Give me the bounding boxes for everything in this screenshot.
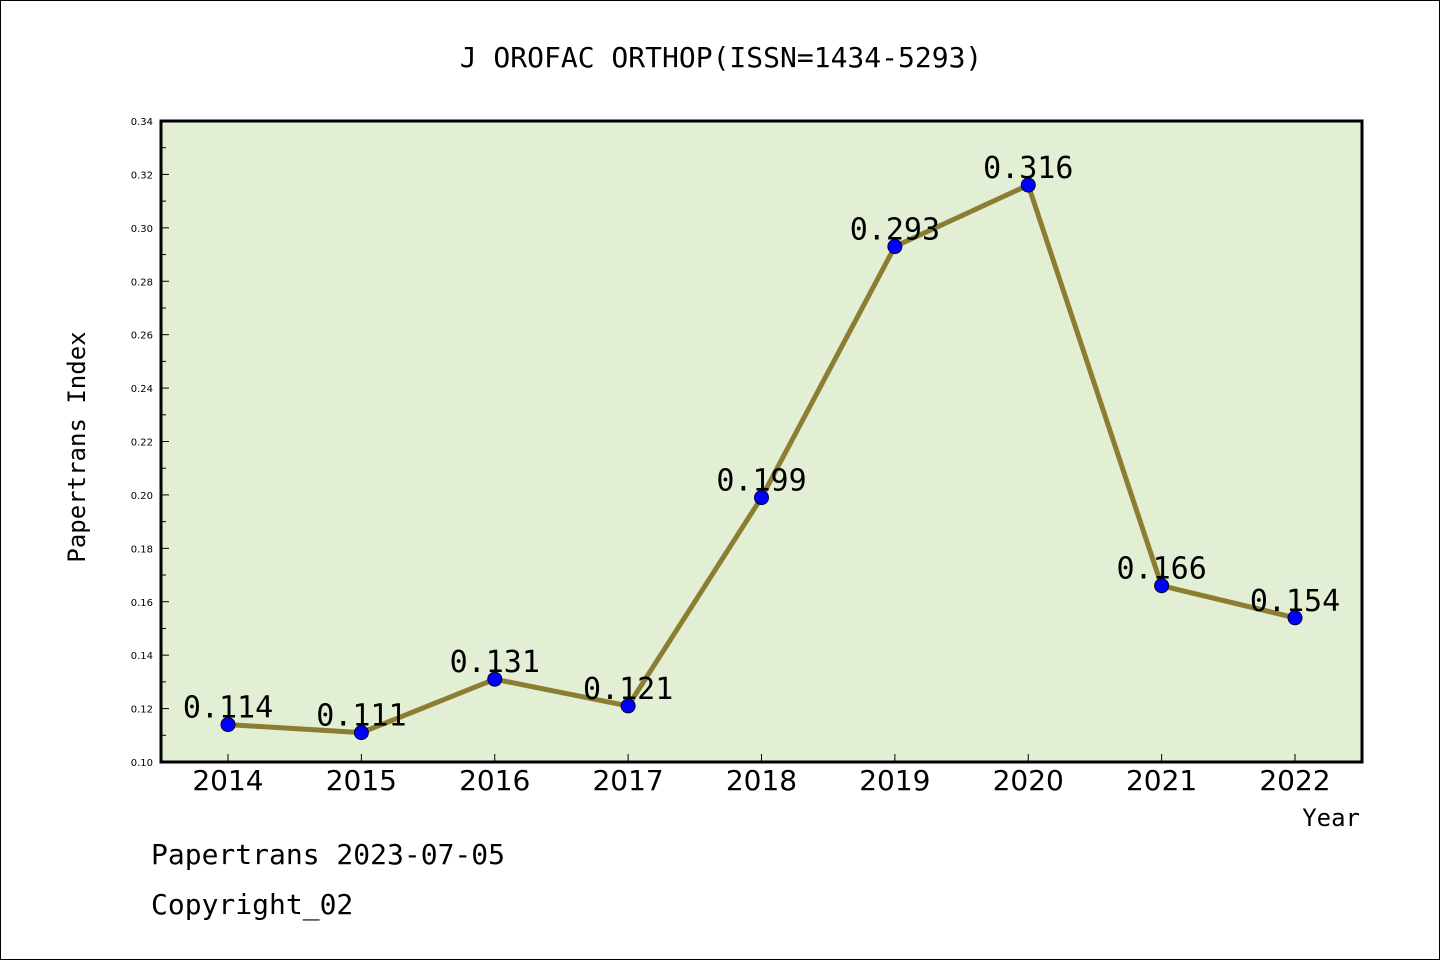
- x-tick-label: 2015: [326, 764, 397, 797]
- data-label: 0.166: [1116, 552, 1206, 587]
- data-point: [353, 725, 369, 741]
- y-tick-label: 0.26: [131, 331, 153, 342]
- y-tick-label: 0.32: [131, 170, 153, 181]
- x-tick-label: 2016: [459, 764, 530, 797]
- x-axis-title: Year: [1302, 804, 1360, 832]
- y-tick-label: 0.12: [131, 705, 153, 716]
- data-point: [1154, 578, 1170, 594]
- data-label: 0.293: [850, 213, 940, 248]
- x-tick-label: 2019: [859, 764, 930, 797]
- data-label: 0.154: [1250, 584, 1340, 619]
- data-point: [620, 698, 636, 714]
- y-tick-label: 0.28: [131, 277, 153, 288]
- data-point: [487, 671, 503, 687]
- y-tick-label: 0.16: [131, 598, 153, 609]
- y-tick-label: 0.14: [131, 651, 153, 662]
- x-tick-label: 2021: [1126, 764, 1197, 797]
- data-label: 0.316: [983, 151, 1073, 186]
- y-tick-label: 0.22: [131, 438, 153, 449]
- footer-date: Papertrans 2023-07-05: [151, 838, 505, 871]
- x-tick-label: 2018: [726, 764, 797, 797]
- x-tick-label: 2022: [1259, 764, 1330, 797]
- x-tick-label: 2014: [192, 764, 263, 797]
- series-group: [220, 177, 1303, 741]
- x-axis: 2014 2015 2016 2017 2018 2019 2020 2021 2022: [192, 754, 1331, 797]
- data-label: 0.121: [583, 672, 673, 707]
- y-tick-label: 0.18: [131, 544, 153, 555]
- data-label: 0.199: [716, 464, 806, 499]
- y-tick-label: 0.20: [131, 491, 153, 502]
- y-axis: 0.10 0.12 0.14 0.16 0.18 0.20 0.22 0.24 0.26 0.28…: [131, 117, 169, 769]
- data-point: [1020, 177, 1036, 193]
- data-point: [220, 717, 236, 733]
- data-label: 0.131: [450, 645, 540, 680]
- y-tick-label: 0.10: [131, 758, 153, 769]
- y-tick-label: 0.24: [131, 384, 153, 395]
- data-labels: 0.114 0.111 0.131 0.121 0.199 0.293 0.316 0.166…: [183, 151, 1340, 734]
- x-tick-label: 2017: [592, 764, 663, 797]
- plot-area: [159, 119, 1364, 764]
- y-axis-title: Papertrans Index: [63, 331, 91, 562]
- data-label: 0.114: [183, 691, 273, 726]
- footer-copyright: Copyright_02: [151, 888, 353, 922]
- y-tick-label: 0.34: [131, 117, 153, 128]
- data-label: 0.111: [316, 699, 406, 734]
- data-point: [887, 239, 903, 255]
- y-tick-label: 0.30: [131, 224, 153, 235]
- chart-title: J OROFAC ORTHOP(ISSN=1434-5293): [460, 41, 983, 74]
- data-point: [754, 490, 769, 506]
- data-point: [1287, 610, 1303, 626]
- x-tick-label: 2020: [993, 764, 1064, 797]
